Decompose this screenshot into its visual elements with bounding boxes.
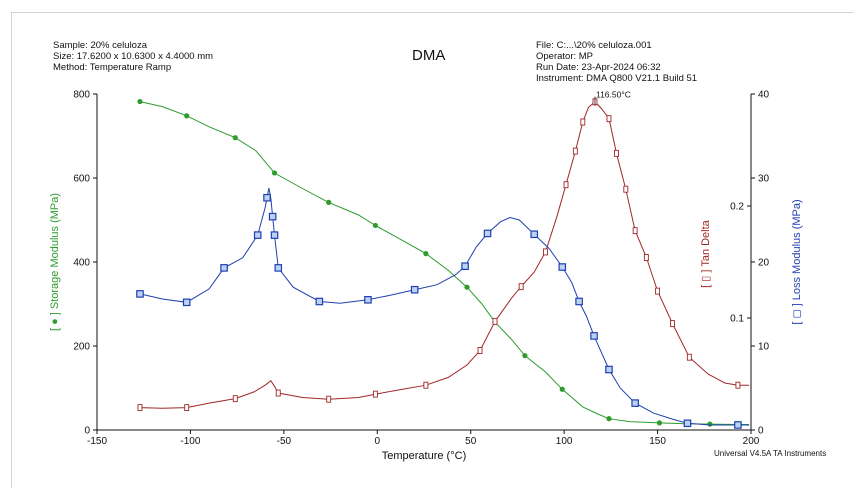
loss-modulus-marker	[575, 297, 583, 306]
tan-delta-marker	[423, 381, 429, 389]
tan-delta-marker	[580, 118, 586, 126]
header-operator: Operator: MP	[536, 51, 594, 62]
x-tick-label: 200	[743, 436, 760, 447]
y-left-tick-label: 0	[84, 426, 90, 437]
loss-modulus-marker	[136, 290, 144, 298]
loss-modulus-marker	[605, 365, 613, 374]
header-run-date: Run Date: 23-Apr-2024 06:32	[536, 62, 661, 73]
tan-delta-marker	[326, 395, 332, 403]
header-size: Size: 17.6200 x 10.6300 x 4.4000 mm	[53, 51, 214, 62]
loss-modulus-marker	[270, 231, 279, 239]
x-tick-label: 100	[556, 436, 573, 447]
loss-modulus-marker	[253, 231, 262, 239]
loss-modulus-marker	[530, 230, 539, 239]
loss-modulus-marker	[461, 262, 469, 271]
tan-delta-marker	[372, 390, 378, 398]
storage-modulus-marker	[559, 386, 565, 392]
loss-modulus-marker	[483, 229, 492, 238]
y-right-tick-label: 30	[758, 174, 770, 185]
header-method: Method: Temperature Ramp	[53, 62, 172, 73]
loss-modulus-marker	[683, 419, 692, 428]
storage-modulus-marker	[606, 416, 612, 422]
storage-modulus-marker	[232, 135, 238, 141]
tan-delta-marker	[477, 347, 483, 354]
header-file: File: C:...\20% celuloza.001	[536, 40, 652, 51]
storage-modulus-marker	[326, 199, 332, 205]
header-sample: Sample: 20% celuloza	[53, 40, 147, 51]
tan-delta-marker	[492, 317, 498, 325]
y-right-tick-label: 0	[758, 426, 764, 437]
y-left-tick-label: 400	[73, 258, 90, 269]
loss-modulus-marker	[631, 399, 639, 407]
storage-modulus-marker	[464, 284, 470, 290]
storage-modulus-line	[139, 101, 750, 425]
x-axis-label: Temperature (°C)	[382, 450, 466, 462]
tan-delta-marker	[643, 254, 649, 261]
tan-delta-marker	[572, 147, 578, 155]
storage-modulus-marker	[372, 222, 379, 229]
tan-delta-marker	[670, 320, 675, 328]
x-tick-label: 150	[649, 436, 666, 447]
x-tick-label: 0	[375, 436, 381, 447]
y-left-tick-label: 800	[73, 90, 90, 101]
tan-delta-marker	[137, 404, 143, 412]
storage-modulus-marker	[184, 113, 190, 119]
header-instrument: Instrument: DMA Q800 V21.1 Build 51	[536, 73, 698, 84]
loss-modulus-marker	[268, 212, 277, 221]
loss-modulus-marker	[364, 296, 372, 304]
loss-modulus-line	[139, 188, 750, 426]
y-right-tick-label: 10	[758, 342, 770, 353]
loss-modulus-marker	[220, 264, 228, 272]
tan-delta-marker	[543, 248, 548, 256]
footer-software: Universal V4.5A TA Instruments	[714, 449, 827, 458]
loss-modulus-marker	[590, 332, 598, 340]
loss-modulus-marker	[315, 297, 324, 306]
tan-delta-marker	[518, 283, 524, 291]
storage-modulus-marker	[522, 353, 528, 359]
x-tick-label: 50	[465, 436, 477, 447]
tan-delta-marker	[232, 395, 238, 403]
y-right-tick-label: 20	[758, 258, 770, 269]
loss-modulus-marker	[410, 285, 419, 294]
y-left-axis-label: [ ● ] Storage Modulus (MPa)	[49, 193, 61, 331]
y-tan-tick-label: 0.1	[730, 314, 744, 325]
y-tan-tick-label: 0.2	[730, 202, 744, 213]
tan-delta-marker	[735, 381, 741, 389]
y-tan-axis-label: [ ▯ ] Tan Delta	[700, 219, 712, 287]
loss-modulus-marker	[263, 193, 271, 202]
tan-delta-marker	[275, 389, 281, 397]
x-tick-label: -150	[87, 436, 107, 447]
tan-delta-marker	[184, 404, 190, 412]
loss-modulus-marker	[734, 421, 742, 429]
y-left-tick-label: 200	[73, 342, 90, 353]
loss-modulus-marker	[274, 264, 283, 272]
storage-modulus-marker	[271, 170, 278, 176]
y-right-axis-label: [ ◻ ] Loss Modulus (MPa)	[791, 199, 803, 324]
storage-modulus-marker	[137, 98, 143, 105]
plot-window-frame	[11, 12, 854, 488]
loss-modulus-marker	[182, 298, 191, 307]
x-tick-label: -100	[180, 436, 200, 447]
tan-delta-marker	[632, 227, 638, 235]
storage-modulus-marker	[707, 421, 713, 427]
tan-delta-line	[139, 101, 750, 409]
peak-annotation: 116.50°C	[596, 90, 631, 100]
y-left-tick-label: 600	[73, 174, 90, 185]
loss-modulus-marker	[558, 263, 567, 271]
storage-modulus-marker	[656, 420, 663, 426]
tan-delta-marker	[614, 149, 619, 157]
tan-delta-marker	[606, 115, 612, 123]
tan-delta-marker	[686, 353, 692, 361]
tan-delta-marker	[563, 181, 569, 189]
tan-delta-marker	[655, 287, 661, 295]
y-right-tick-label: 40	[758, 90, 770, 101]
storage-modulus-marker	[423, 251, 429, 257]
tan-delta-marker	[623, 185, 629, 193]
chart-title: DMA	[412, 47, 446, 64]
x-tick-label: -50	[277, 436, 292, 447]
